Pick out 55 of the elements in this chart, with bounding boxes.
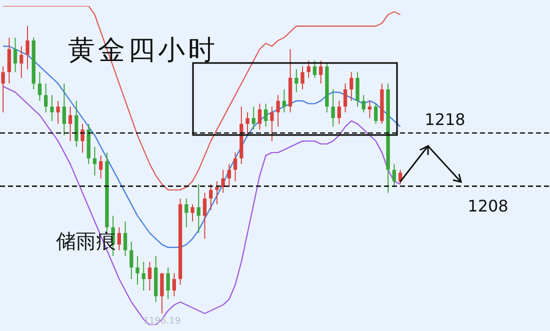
candlestick (50, 94, 54, 122)
candlestick (350, 72, 354, 102)
candlestick (99, 154, 103, 179)
candlestick (20, 46, 24, 78)
candlestick (80, 123, 84, 154)
candlestick (312, 60, 317, 78)
candlestick (62, 83, 66, 136)
candlestick (319, 60, 323, 84)
candlestick (184, 198, 188, 228)
candlestick (270, 106, 274, 142)
candlestick (166, 267, 170, 300)
candlestick (38, 72, 42, 102)
candlestick (233, 152, 238, 182)
candlestick (276, 94, 280, 128)
candlestick (337, 100, 341, 124)
candlestick (68, 106, 72, 142)
candlestick (300, 66, 304, 90)
candlestick (148, 261, 152, 292)
candlestick (374, 103, 378, 124)
candlestick (343, 83, 348, 113)
candlestick (264, 103, 268, 128)
candlestick (142, 261, 146, 292)
candlestick (331, 88, 335, 128)
candlestick (221, 169, 225, 194)
annotation: 1208 (468, 196, 508, 216)
candlestick (362, 94, 366, 113)
candlestick (136, 256, 140, 286)
candlestick (1, 66, 5, 113)
candlestick (92, 146, 97, 176)
candlestick (246, 112, 250, 136)
annotation: 1218 (424, 110, 466, 130)
candlestick (252, 106, 256, 130)
candlestick (56, 100, 60, 124)
candlestick (44, 83, 48, 113)
candlestick (196, 184, 200, 234)
candlestick (26, 26, 30, 70)
candlestick (117, 226, 121, 251)
candlestick (392, 164, 396, 188)
candlestick (172, 272, 176, 297)
candlestick (202, 192, 207, 240)
candlestick (123, 221, 128, 257)
candlestick (7, 37, 11, 84)
candlestick (190, 204, 194, 222)
candlestick (294, 68, 298, 93)
candlestick (368, 100, 372, 119)
candlestick (13, 37, 18, 73)
candlestick (306, 60, 310, 78)
candlestick (282, 88, 286, 113)
candlestick (356, 72, 360, 108)
candlestick (215, 180, 219, 205)
candlestick (209, 184, 213, 211)
candlestick (258, 103, 262, 130)
candlestick (227, 164, 231, 188)
candlestick (160, 272, 164, 314)
candlestick (130, 241, 134, 280)
